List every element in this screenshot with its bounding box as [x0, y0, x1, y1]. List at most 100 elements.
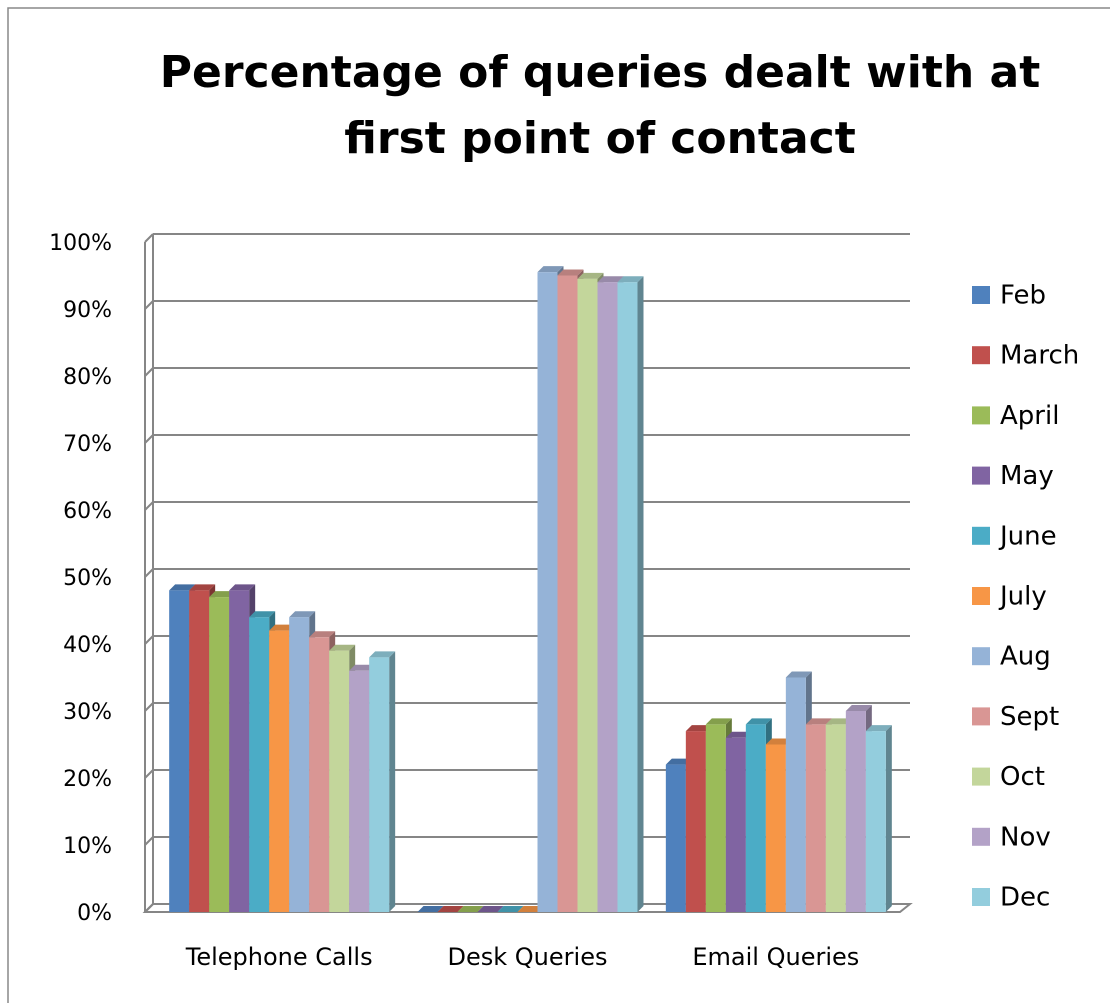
bar [725, 737, 746, 912]
bar-top [349, 664, 376, 671]
x-tick-label: Desk Queries [448, 943, 608, 971]
legend-swatch [972, 707, 990, 726]
legend-label: Sept [1000, 702, 1059, 732]
bar-top [577, 272, 604, 279]
bar-top [665, 758, 692, 765]
x-tick-label: Telephone Calls [185, 943, 373, 971]
bar-top [249, 611, 276, 618]
legend-label: April [1000, 401, 1059, 431]
bar [705, 724, 726, 912]
legend-swatch [972, 827, 990, 846]
bar-top [209, 591, 236, 598]
bar [249, 617, 270, 912]
grid-depth [144, 233, 154, 243]
legend-label: Feb [1000, 281, 1046, 311]
legend-swatch [972, 466, 990, 485]
bar-top [477, 906, 504, 912]
grid-depth [144, 568, 154, 578]
legend-swatch [972, 406, 990, 425]
legend-label: Nov [1000, 822, 1051, 852]
legend-swatch [972, 346, 990, 365]
bar-top [865, 725, 892, 732]
bar [665, 764, 686, 912]
legend-swatch [972, 587, 990, 605]
bar [845, 711, 866, 912]
legend-label: Aug [1000, 642, 1051, 672]
y-tick-label: 100% [49, 231, 112, 256]
legend-label: Oct [1000, 762, 1045, 792]
bar-top [497, 906, 524, 912]
bar-top [825, 718, 852, 725]
bar [805, 724, 826, 912]
grid-depth [144, 300, 154, 310]
grid-depth [144, 367, 154, 377]
x-tick-label: Email Queries [692, 943, 859, 971]
bar-top [557, 269, 584, 276]
bar [329, 650, 350, 912]
y-tick-label: 80% [63, 365, 112, 390]
bar-top [765, 738, 792, 745]
bar-top [597, 276, 624, 283]
y-tick-label: 20% [63, 767, 112, 792]
bar-top [845, 705, 872, 711]
bar-top [437, 906, 464, 912]
bar [597, 282, 618, 912]
y-tick-label: 90% [63, 298, 112, 323]
legend-label: March [1000, 341, 1079, 371]
bar [229, 590, 250, 912]
bar-top [617, 276, 644, 283]
bar [209, 597, 230, 912]
grid-depth [144, 836, 154, 846]
bar-top [169, 584, 196, 591]
grid-depth [144, 635, 154, 645]
bar [765, 744, 786, 912]
bar [577, 278, 598, 913]
bar [289, 617, 310, 912]
bar-top [289, 611, 316, 618]
bar-top [725, 731, 752, 738]
bar-top [369, 651, 396, 658]
y-tick-label: 70% [63, 432, 112, 457]
legend-label: July [998, 582, 1047, 612]
legend-label: Dec [1000, 883, 1050, 913]
bar [189, 590, 210, 912]
bar [349, 670, 370, 912]
bar-top [417, 906, 444, 912]
bar [169, 590, 190, 912]
bar-top [745, 718, 772, 725]
bar-top [785, 671, 812, 678]
bar-top [329, 644, 356, 651]
bar-top [189, 584, 216, 591]
legend-label: May [1000, 461, 1054, 491]
bar [557, 275, 578, 912]
chart-title: Percentage of queries dealt with at firs… [159, 47, 1041, 164]
bar [745, 724, 766, 912]
bar [269, 630, 290, 912]
bar-side [637, 276, 644, 912]
bar-top [705, 718, 732, 725]
y-tick-label: 40% [63, 633, 112, 658]
bar-top [805, 718, 832, 725]
grid-depth [144, 434, 154, 444]
grid-depth [144, 501, 154, 511]
bar-top [229, 584, 256, 591]
bar-top [537, 266, 564, 273]
grid-depth [144, 702, 154, 712]
y-tick-label: 30% [63, 700, 112, 725]
bar-top [269, 624, 296, 631]
bar-side [885, 725, 892, 912]
grid-depth [144, 769, 154, 779]
y-tick-label: 10% [63, 834, 112, 859]
bar [825, 724, 846, 912]
legend-swatch [972, 767, 990, 786]
bar-top [517, 906, 544, 912]
bar-top [309, 631, 336, 638]
legend-swatch [972, 647, 990, 666]
y-tick-label: 50% [63, 566, 112, 591]
legend-swatch [972, 888, 990, 906]
bar [685, 731, 706, 912]
y-tick-label: 60% [63, 499, 112, 524]
legend-label: June [998, 521, 1057, 551]
